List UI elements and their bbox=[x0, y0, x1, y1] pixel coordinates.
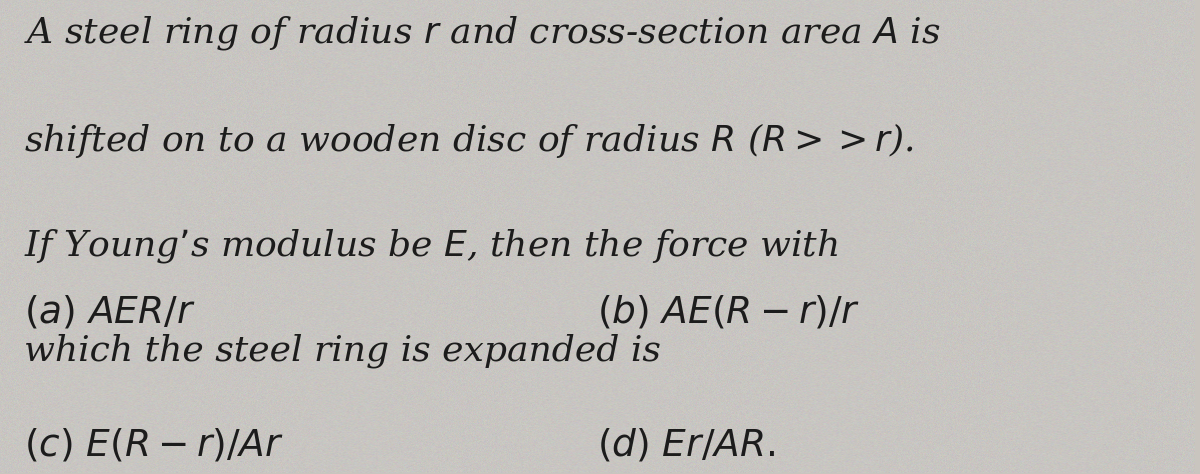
Text: shifted on to a wooden disc of radius $R$ ($R >> r$).: shifted on to a wooden disc of radius $R… bbox=[24, 121, 914, 160]
Text: $(a)$ $AER/r$: $(a)$ $AER/r$ bbox=[24, 293, 196, 330]
Text: If Young’s modulus be $E$, then the force with: If Young’s modulus be $E$, then the forc… bbox=[24, 227, 839, 265]
Text: which the steel ring is expanded is: which the steel ring is expanded is bbox=[24, 334, 661, 368]
Text: $(d)$ $Er/AR.$: $(d)$ $Er/AR.$ bbox=[598, 426, 775, 463]
Text: A steel ring of radius $r$ and cross-section area $A$ is: A steel ring of radius $r$ and cross-sec… bbox=[24, 14, 941, 52]
Text: $(c)$ $E(R - r)/Ar$: $(c)$ $E(R - r)/Ar$ bbox=[24, 426, 284, 463]
Text: $(b)$ $AE(R - r)/r$: $(b)$ $AE(R - r)/r$ bbox=[598, 293, 860, 330]
